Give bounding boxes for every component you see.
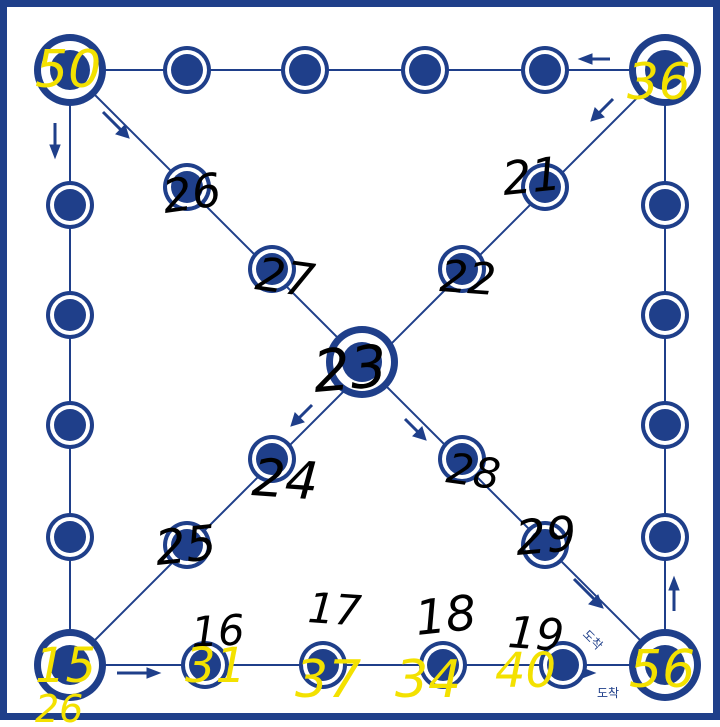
station-bottom-2[interactable] <box>299 641 347 689</box>
station-corner-top-left[interactable] <box>34 34 106 106</box>
station-corner-bottom-right-center <box>645 645 685 685</box>
station-right-3[interactable] <box>641 401 689 449</box>
annotation-yellow-37: 37 <box>295 650 361 710</box>
station-top-1-center <box>171 54 203 86</box>
station-bottom-3[interactable] <box>419 641 467 689</box>
station-right-4[interactable] <box>641 513 689 561</box>
annotation-black-23: 23 <box>310 332 389 406</box>
station-bottom-1-center <box>189 649 221 681</box>
station-bottom-1[interactable] <box>181 641 229 689</box>
direction-arrows <box>49 53 680 679</box>
annotation-black-17: 17 <box>306 583 363 636</box>
arrival-label-bottom: 도착 <box>597 686 619 700</box>
station-right-4-center <box>649 521 681 553</box>
arrow-bottom-left-right <box>117 667 162 679</box>
annotation-black-22: 22 <box>438 251 497 306</box>
station-top-2[interactable] <box>281 46 329 94</box>
station-diagonal-2-center <box>256 253 288 285</box>
annotation-black-25: 25 <box>152 515 219 577</box>
station-right-2-center <box>649 299 681 331</box>
annotation-yellow-50: 50 <box>35 40 101 100</box>
arrow-lower-right-diagonal <box>572 577 604 609</box>
station-diagonal-6[interactable] <box>438 435 486 483</box>
station-corner-bottom-left-center <box>50 645 90 685</box>
arrow-top-left-diagonal <box>101 110 130 139</box>
station-diagonal-7[interactable] <box>163 521 211 569</box>
annotation-black-26: 26 <box>159 162 224 224</box>
station-center[interactable] <box>326 326 398 398</box>
station-right-2[interactable] <box>641 291 689 339</box>
station-diagonal-8[interactable] <box>521 521 569 569</box>
station-bottom-4[interactable] <box>539 641 587 689</box>
station-right-3-center <box>649 409 681 441</box>
station-top-4[interactable] <box>521 46 569 94</box>
arrow-center-left-diagonal <box>290 403 314 427</box>
station-top-4-center <box>529 54 561 86</box>
station-left-3-center <box>54 409 86 441</box>
station-left-1-center <box>54 189 86 221</box>
annotation-yellow-15: 15 <box>35 638 96 694</box>
arrow-top-right-diagonal <box>590 97 615 122</box>
annotation-black-16: 16 <box>190 605 246 657</box>
station-bottom-2-center <box>307 649 339 681</box>
station-diagonal-4-center <box>529 171 561 203</box>
annotation-yellow-36: 36 <box>627 53 691 111</box>
station-diagonal-2[interactable] <box>248 245 296 293</box>
annotation-yellow-31: 31 <box>185 638 246 694</box>
station-diagonal-5-center <box>256 443 288 475</box>
station-diagonal-6-center <box>446 443 478 475</box>
stations <box>34 34 701 701</box>
station-diagonal-3-center <box>446 253 478 285</box>
annotation-black-28: 28 <box>444 443 504 499</box>
station-left-3[interactable] <box>46 401 94 449</box>
station-bottom-3-center <box>427 649 459 681</box>
station-corner-bottom-left[interactable] <box>34 629 106 701</box>
arrow-left-down <box>49 123 61 160</box>
annotation-yellow-26: 26 <box>35 687 83 727</box>
station-left-4-center <box>54 521 86 553</box>
station-left-2[interactable] <box>46 291 94 339</box>
annotation-yellow-34: 34 <box>395 650 461 710</box>
station-diagonal-1-center <box>171 171 203 203</box>
station-left-4[interactable] <box>46 513 94 561</box>
annotation-yellow-56: 56 <box>629 640 695 700</box>
arrow-center-right-diagonal <box>403 417 427 441</box>
station-corner-top-right[interactable] <box>629 34 701 106</box>
arrow-top-left-direction <box>577 53 610 65</box>
station-diagonal-5[interactable] <box>248 435 296 483</box>
station-top-3[interactable] <box>401 46 449 94</box>
station-bottom-4-center <box>547 649 579 681</box>
station-diagonal-7-center <box>171 529 203 561</box>
station-center-center <box>342 342 382 382</box>
station-corner-top-right-center <box>645 50 685 90</box>
station-top-1[interactable] <box>163 46 211 94</box>
station-right-1[interactable] <box>641 181 689 229</box>
annotation-black-29: 29 <box>513 506 579 567</box>
station-diagonal-4[interactable] <box>521 163 569 211</box>
annotation-black-18: 18 <box>412 585 479 647</box>
annotation-yellow-40: 40 <box>495 643 556 699</box>
station-left-1[interactable] <box>46 181 94 229</box>
annotation-black-19: 19 <box>506 607 565 662</box>
station-diagonal-8-center <box>529 529 561 561</box>
station-diagonal-1[interactable] <box>163 163 211 211</box>
station-corner-bottom-right[interactable] <box>629 629 701 701</box>
annotation-black-27: 27 <box>252 246 317 308</box>
station-left-2-center <box>54 299 86 331</box>
arrival-label-diagonal: 도착 <box>580 627 606 653</box>
annotation-black-24-a: 24 <box>250 448 320 512</box>
station-top-2-center <box>289 54 321 86</box>
station-diagonal-3[interactable] <box>438 245 486 293</box>
arrow-right-up <box>668 575 680 611</box>
station-top-3-center <box>409 54 441 86</box>
station-corner-top-left-center <box>50 50 90 90</box>
annotation-black-21: 21 <box>500 146 564 206</box>
station-right-1-center <box>649 189 681 221</box>
